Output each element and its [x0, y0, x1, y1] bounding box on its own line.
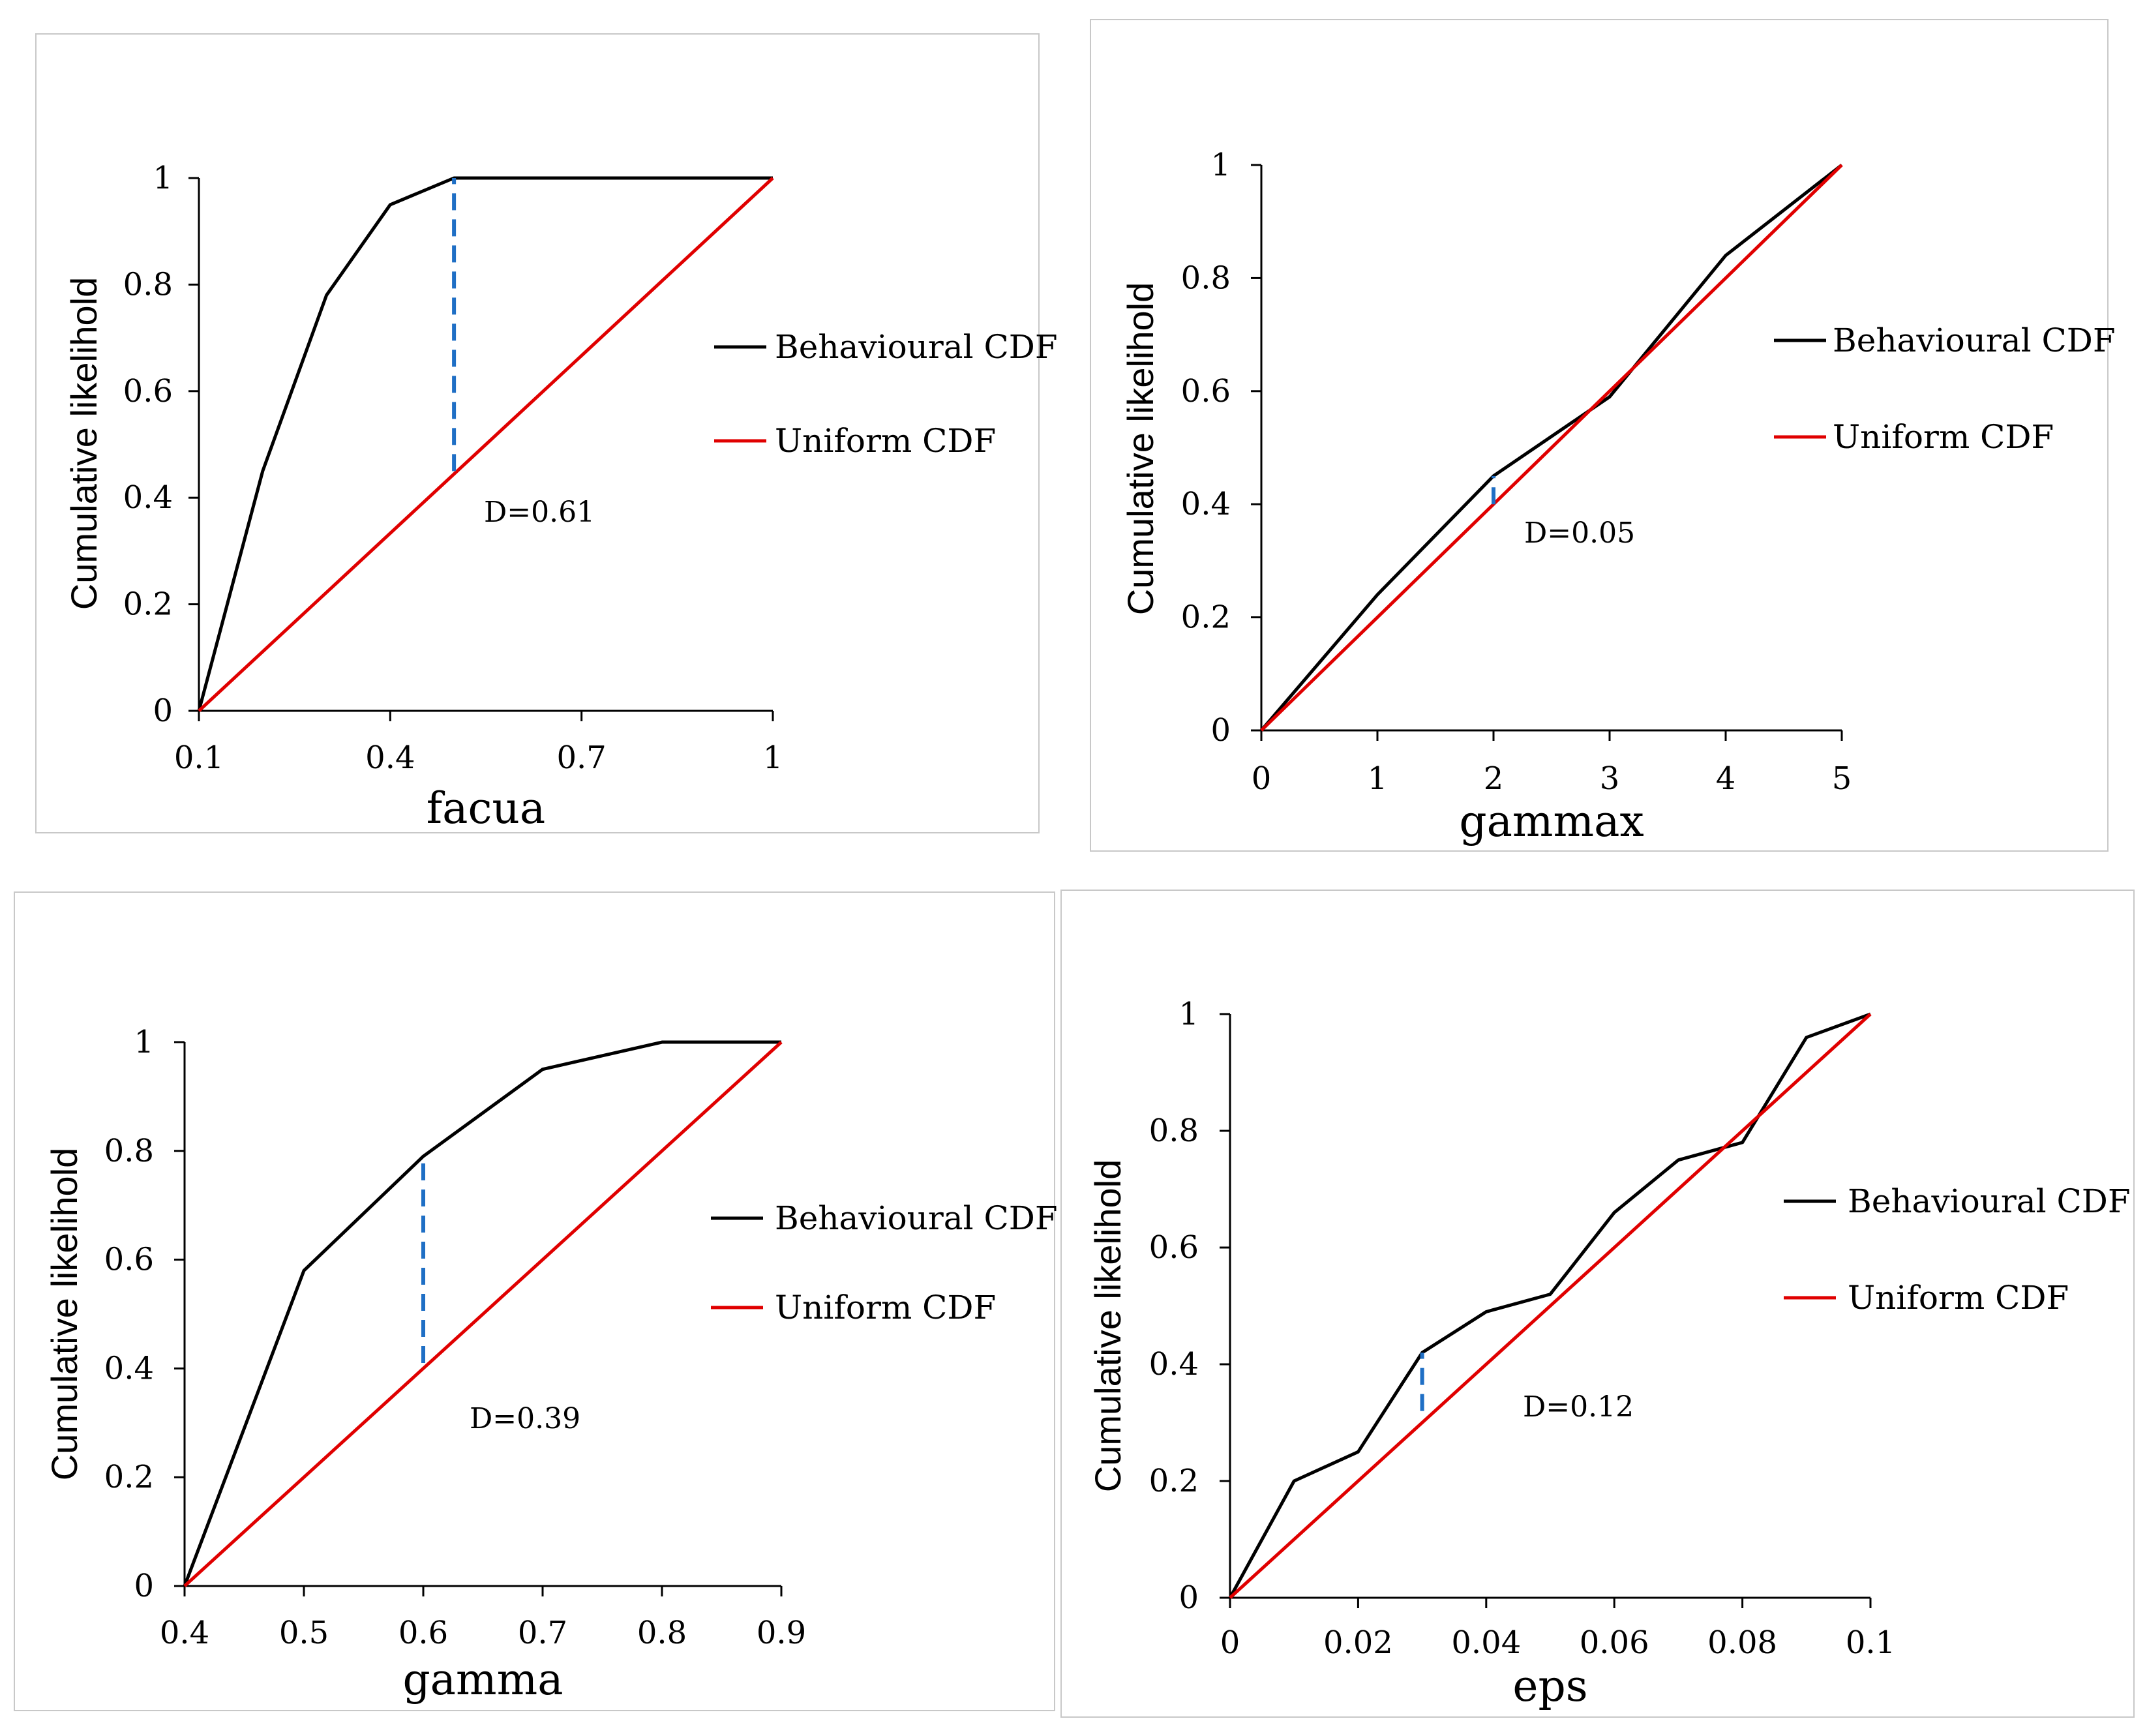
y-axis-label: Cumulative likelihold — [63, 277, 104, 610]
behavioural-cdf-line — [183, 1040, 781, 1587]
legend-label-behavioural-cdf: Behavioural CDF — [1848, 1182, 2131, 1220]
x-tick-label: 0.06 — [1580, 1624, 1649, 1661]
x-axis-label: gammax — [1459, 796, 1644, 846]
y-tick-label: 0.6 — [1149, 1229, 1199, 1266]
uniform-cdf-line — [1229, 1013, 1872, 1599]
legend-label-behavioural-cdf: Behavioural CDF — [775, 328, 1058, 366]
y-tick-label: 0.8 — [1149, 1113, 1199, 1149]
y-tick-label: 0.8 — [1181, 260, 1231, 296]
x-tick-label: 1 — [763, 740, 783, 776]
chart-panel-1: 0 0.2 0.4 0.6 0.8 1 0.1 0.4 0.7 1 facua Cumulative … — [35, 33, 1058, 833]
y-tick-label: 0.8 — [123, 266, 173, 303]
y-tick-label: 0.4 — [104, 1350, 154, 1386]
y-tick-label: 1 — [1179, 996, 1199, 1032]
x-tick-label: 2 — [1484, 760, 1504, 797]
x-tick-label: 0.08 — [1707, 1624, 1777, 1661]
legend-label-behavioural-cdf: Behavioural CDF — [1833, 322, 2116, 359]
chart-panel-4: 0 0.2 0.4 0.6 0.8 1 0 0.02 0.04 0.06 0.08 0.1 eps Cum… — [1060, 890, 2135, 1718]
x-tick-label: 0.8 — [637, 1615, 687, 1651]
y-tick-label: 0.2 — [1149, 1463, 1199, 1499]
legend-label-behavioural-cdf: Behavioural CDF — [775, 1199, 1058, 1237]
x-tick-label: 5 — [1832, 760, 1852, 797]
uniform-cdf-line — [1260, 164, 1843, 732]
y-tick-label: 0.6 — [1181, 373, 1231, 410]
x-tick-label: 0.4 — [160, 1615, 209, 1651]
ks-statistic-label: D=0.61 — [484, 496, 595, 529]
x-tick-label: 3 — [1600, 760, 1620, 797]
y-tick-label: 0 — [1179, 1579, 1199, 1616]
legend-label-uniform-cdf: Uniform CDF — [775, 422, 996, 460]
y-tick-label: 0.6 — [123, 373, 173, 410]
y-tick-label: 0 — [134, 1568, 154, 1604]
y-tick-label: 0 — [1210, 712, 1231, 749]
y-tick-label: 1 — [153, 160, 173, 196]
y-axis-label: Cumulative likelihold — [44, 1148, 85, 1480]
x-tick-label: 0.1 — [1846, 1624, 1895, 1661]
x-tick-label: 0.04 — [1451, 1624, 1521, 1661]
behavioural-cdf-line — [197, 176, 773, 711]
legend-label-uniform-cdf: Uniform CDF — [775, 1289, 996, 1326]
y-tick-label: 0.2 — [1181, 599, 1231, 636]
behavioural-cdf-line — [1228, 1012, 1871, 1599]
panel-border — [1090, 19, 2109, 852]
y-tick-label: 1 — [1210, 147, 1231, 183]
ks-statistic-label: D=0.39 — [470, 1402, 580, 1435]
x-axis-label: gamma — [402, 1654, 563, 1705]
x-tick-label: 0 — [1220, 1624, 1240, 1661]
x-tick-label: 0.02 — [1323, 1624, 1393, 1661]
uniform-cdf-line — [198, 177, 774, 712]
x-tick-label: 0.7 — [518, 1615, 567, 1651]
y-tick-label: 1 — [134, 1024, 154, 1060]
legend-label-uniform-cdf: Uniform CDF — [1848, 1279, 2069, 1317]
x-tick-label: 1 — [1368, 760, 1388, 797]
y-tick-label: 0.4 — [123, 479, 173, 516]
y-tick-label: 0.4 — [1181, 486, 1231, 522]
x-tick-label: 0.1 — [174, 740, 224, 776]
x-tick-label: 0.5 — [279, 1615, 329, 1651]
y-tick-label: 0.2 — [104, 1459, 154, 1495]
x-tick-label: 0.7 — [556, 740, 606, 776]
legend-label-uniform-cdf: Uniform CDF — [1833, 418, 2054, 456]
x-tick-label: 0.9 — [757, 1615, 806, 1651]
uniform-cdf-line — [183, 1041, 783, 1587]
chart-panel-3: 0 0.2 0.4 0.6 0.8 1 0.4 0.5 0.6 0.7 0.8 0.9 gamma Cum… — [14, 891, 1058, 1711]
x-tick-label: 0.4 — [365, 740, 415, 776]
x-tick-label: 0.6 — [398, 1615, 448, 1651]
x-axis-label: eps — [1512, 1661, 1587, 1711]
ks-statistic-label: D=0.05 — [1524, 516, 1635, 550]
behavioural-cdf-line — [1260, 164, 1843, 732]
chart-panel-2: 0 0.2 0.4 0.6 0.8 1 0 1 2 3 4 5 gammax Cumulative lik… — [1090, 19, 2116, 852]
y-axis-label: Cumulative likelihold — [1120, 282, 1161, 615]
x-tick-label: 4 — [1716, 760, 1736, 797]
y-tick-label: 0 — [153, 693, 173, 729]
y-axis-label: Cumulative likelihold — [1087, 1160, 1128, 1492]
y-tick-label: 0.4 — [1149, 1346, 1199, 1383]
y-tick-label: 0.2 — [123, 586, 173, 623]
y-tick-label: 0.8 — [104, 1133, 154, 1169]
x-axis-label: facua — [427, 783, 546, 833]
x-tick-label: 0 — [1252, 760, 1272, 797]
ks-statistic-label: D=0.12 — [1523, 1390, 1634, 1424]
y-tick-label: 0.6 — [104, 1242, 154, 1278]
